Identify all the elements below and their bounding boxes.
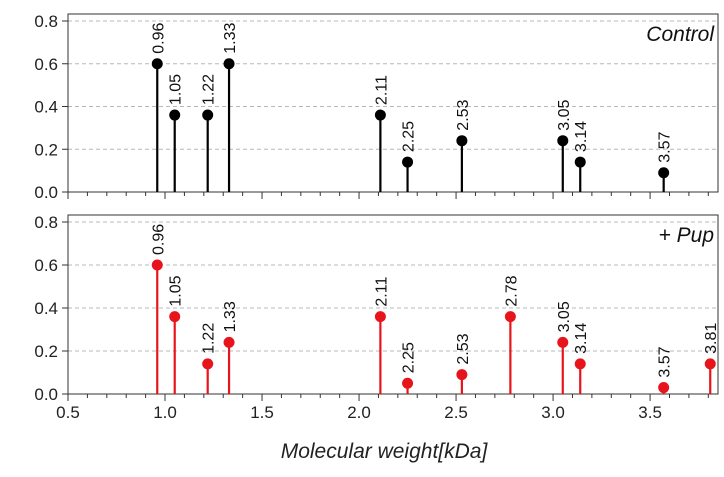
data-label: 2.78: [503, 275, 520, 306]
data-label: 3.14: [573, 121, 590, 152]
x-tick-label: 2.0: [347, 403, 371, 422]
y-tick-label: 0.2: [34, 342, 58, 361]
stem-marker: [402, 156, 414, 168]
stem-marker: [456, 369, 468, 381]
stem-marker: [557, 135, 569, 147]
stem-marker: [169, 311, 181, 323]
data-label: 1.05: [168, 275, 185, 306]
stem-marker: [704, 358, 716, 370]
y-tick-label: 0.4: [34, 299, 58, 318]
data-label: 3.05: [556, 99, 573, 130]
data-label: 2.11: [373, 75, 390, 105]
data-label: 3.14: [573, 323, 590, 354]
data-label: 3.57: [657, 132, 674, 163]
data-label: 3.05: [556, 301, 573, 332]
x-tick-label: 1.0: [153, 403, 177, 422]
plot-frame: [67, 13, 719, 193]
y-tick-label: 0.8: [34, 12, 58, 31]
data-label: 0.96: [150, 224, 167, 255]
stem-marker: [223, 58, 235, 70]
panel-label: + Pup: [659, 224, 714, 247]
y-tick-label: 0.6: [34, 55, 58, 74]
y-tick-label: 0.0: [34, 385, 58, 404]
data-label: 1.33: [222, 23, 239, 54]
data-label: 3.57: [657, 346, 674, 377]
plot-frame: [67, 214, 719, 395]
stem-marker: [456, 135, 468, 147]
stem-marker: [574, 156, 586, 168]
stem-marker: [202, 358, 214, 370]
stem-marker: [374, 311, 386, 323]
data-label: 1.22: [201, 323, 218, 354]
stem-marker: [402, 377, 414, 389]
data-label: 3.81: [703, 323, 720, 354]
stem-marker: [504, 311, 516, 323]
data-label: 1.22: [201, 74, 218, 105]
stem-marker: [574, 358, 586, 370]
x-tick-label: 3.5: [638, 403, 662, 422]
y-tick-label: 0.0: [34, 183, 58, 202]
panel-0: 0.0 0.2 0.4 0.6 0.8 0.96 1.05 1.22 1.33 2.11 2.25 2…: [34, 12, 719, 202]
data-label: 2.25: [401, 121, 418, 152]
stem-marker: [169, 109, 181, 121]
y-tick-label: 0.6: [34, 256, 58, 275]
data-label: 2.53: [455, 333, 472, 364]
stem-marker: [151, 259, 163, 271]
stem-marker: [202, 109, 214, 121]
data-label: 2.25: [401, 342, 418, 373]
panel-label: Control: [646, 23, 715, 46]
x-tick-label: 3.0: [541, 403, 565, 422]
x-tick-label: 1.5: [250, 403, 274, 422]
x-tick-label: 0.5: [56, 403, 80, 422]
data-label: 0.96: [150, 23, 167, 54]
stem-marker: [374, 109, 386, 121]
panel-1: 0.0 0.2 0.4 0.6 0.8 0.5 1.0 1.5 2.0 2.5 3.0 3.5 0.96…: [34, 213, 720, 463]
stem-marker: [557, 336, 569, 348]
x-tick-label: 2.5: [444, 403, 468, 422]
y-tick-label: 0.8: [34, 213, 58, 232]
x-axis-title: Molecular weight[kDa]: [281, 440, 489, 463]
data-label: 2.11: [373, 277, 390, 307]
stem-marker: [151, 58, 163, 70]
data-label: 2.53: [455, 99, 472, 130]
stem-marker: [658, 167, 670, 179]
data-label: 1.33: [222, 301, 239, 332]
y-tick-label: 0.2: [34, 140, 58, 159]
stem-marker: [223, 336, 235, 348]
data-label: 1.05: [168, 74, 185, 105]
stem-marker: [658, 382, 670, 394]
y-tick-label: 0.4: [34, 98, 58, 117]
